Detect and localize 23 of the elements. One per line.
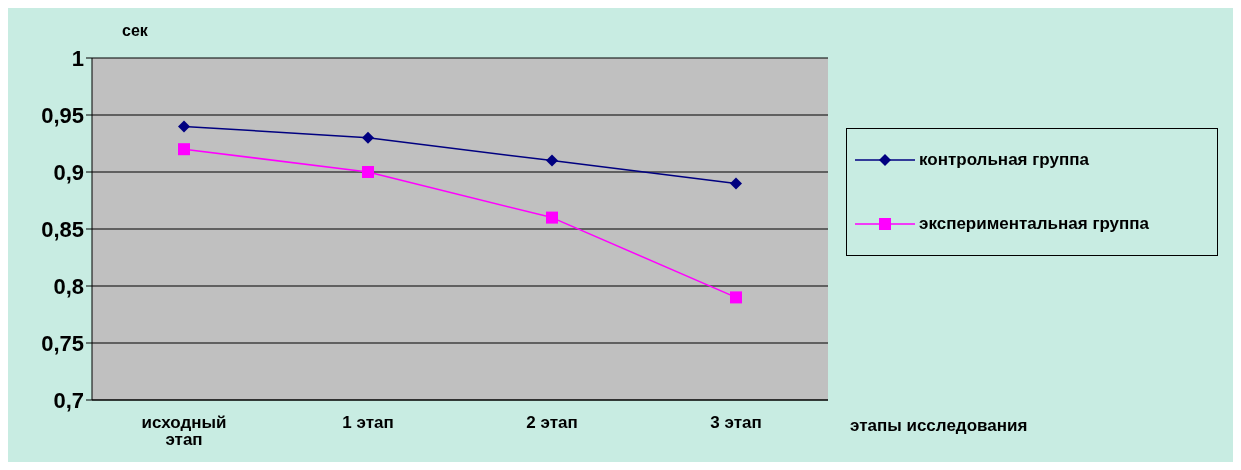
point (546, 211, 558, 224)
point (546, 154, 558, 167)
point (362, 131, 374, 144)
point (178, 120, 190, 133)
legend-label: контрольная группа (919, 150, 1089, 170)
point (362, 166, 374, 178)
point (178, 143, 190, 156)
legend-label: экспериментальная группа (919, 214, 1150, 234)
x-tick-label: 1 этап (342, 413, 394, 433)
y-tick-label: 0,7 (53, 387, 84, 413)
y-tick-label: 0,85 (41, 216, 84, 242)
y-tick-label: 1 (71, 45, 84, 71)
point (730, 177, 742, 190)
y-tick-label: 0,95 (41, 102, 84, 128)
point (730, 291, 742, 304)
x-tick-label: 2 этап (526, 413, 578, 433)
x-axis-title: этапы исследования (850, 416, 1028, 436)
x-tick-label: 3 этап (710, 413, 762, 433)
y-tick-label: 0,8 (53, 273, 84, 299)
y-tick-label: 0,9 (53, 159, 84, 185)
x-tick-label: исходный этап (141, 413, 227, 450)
y-axis-title: сек (122, 22, 148, 40)
y-tick-label: 0,75 (41, 330, 84, 356)
